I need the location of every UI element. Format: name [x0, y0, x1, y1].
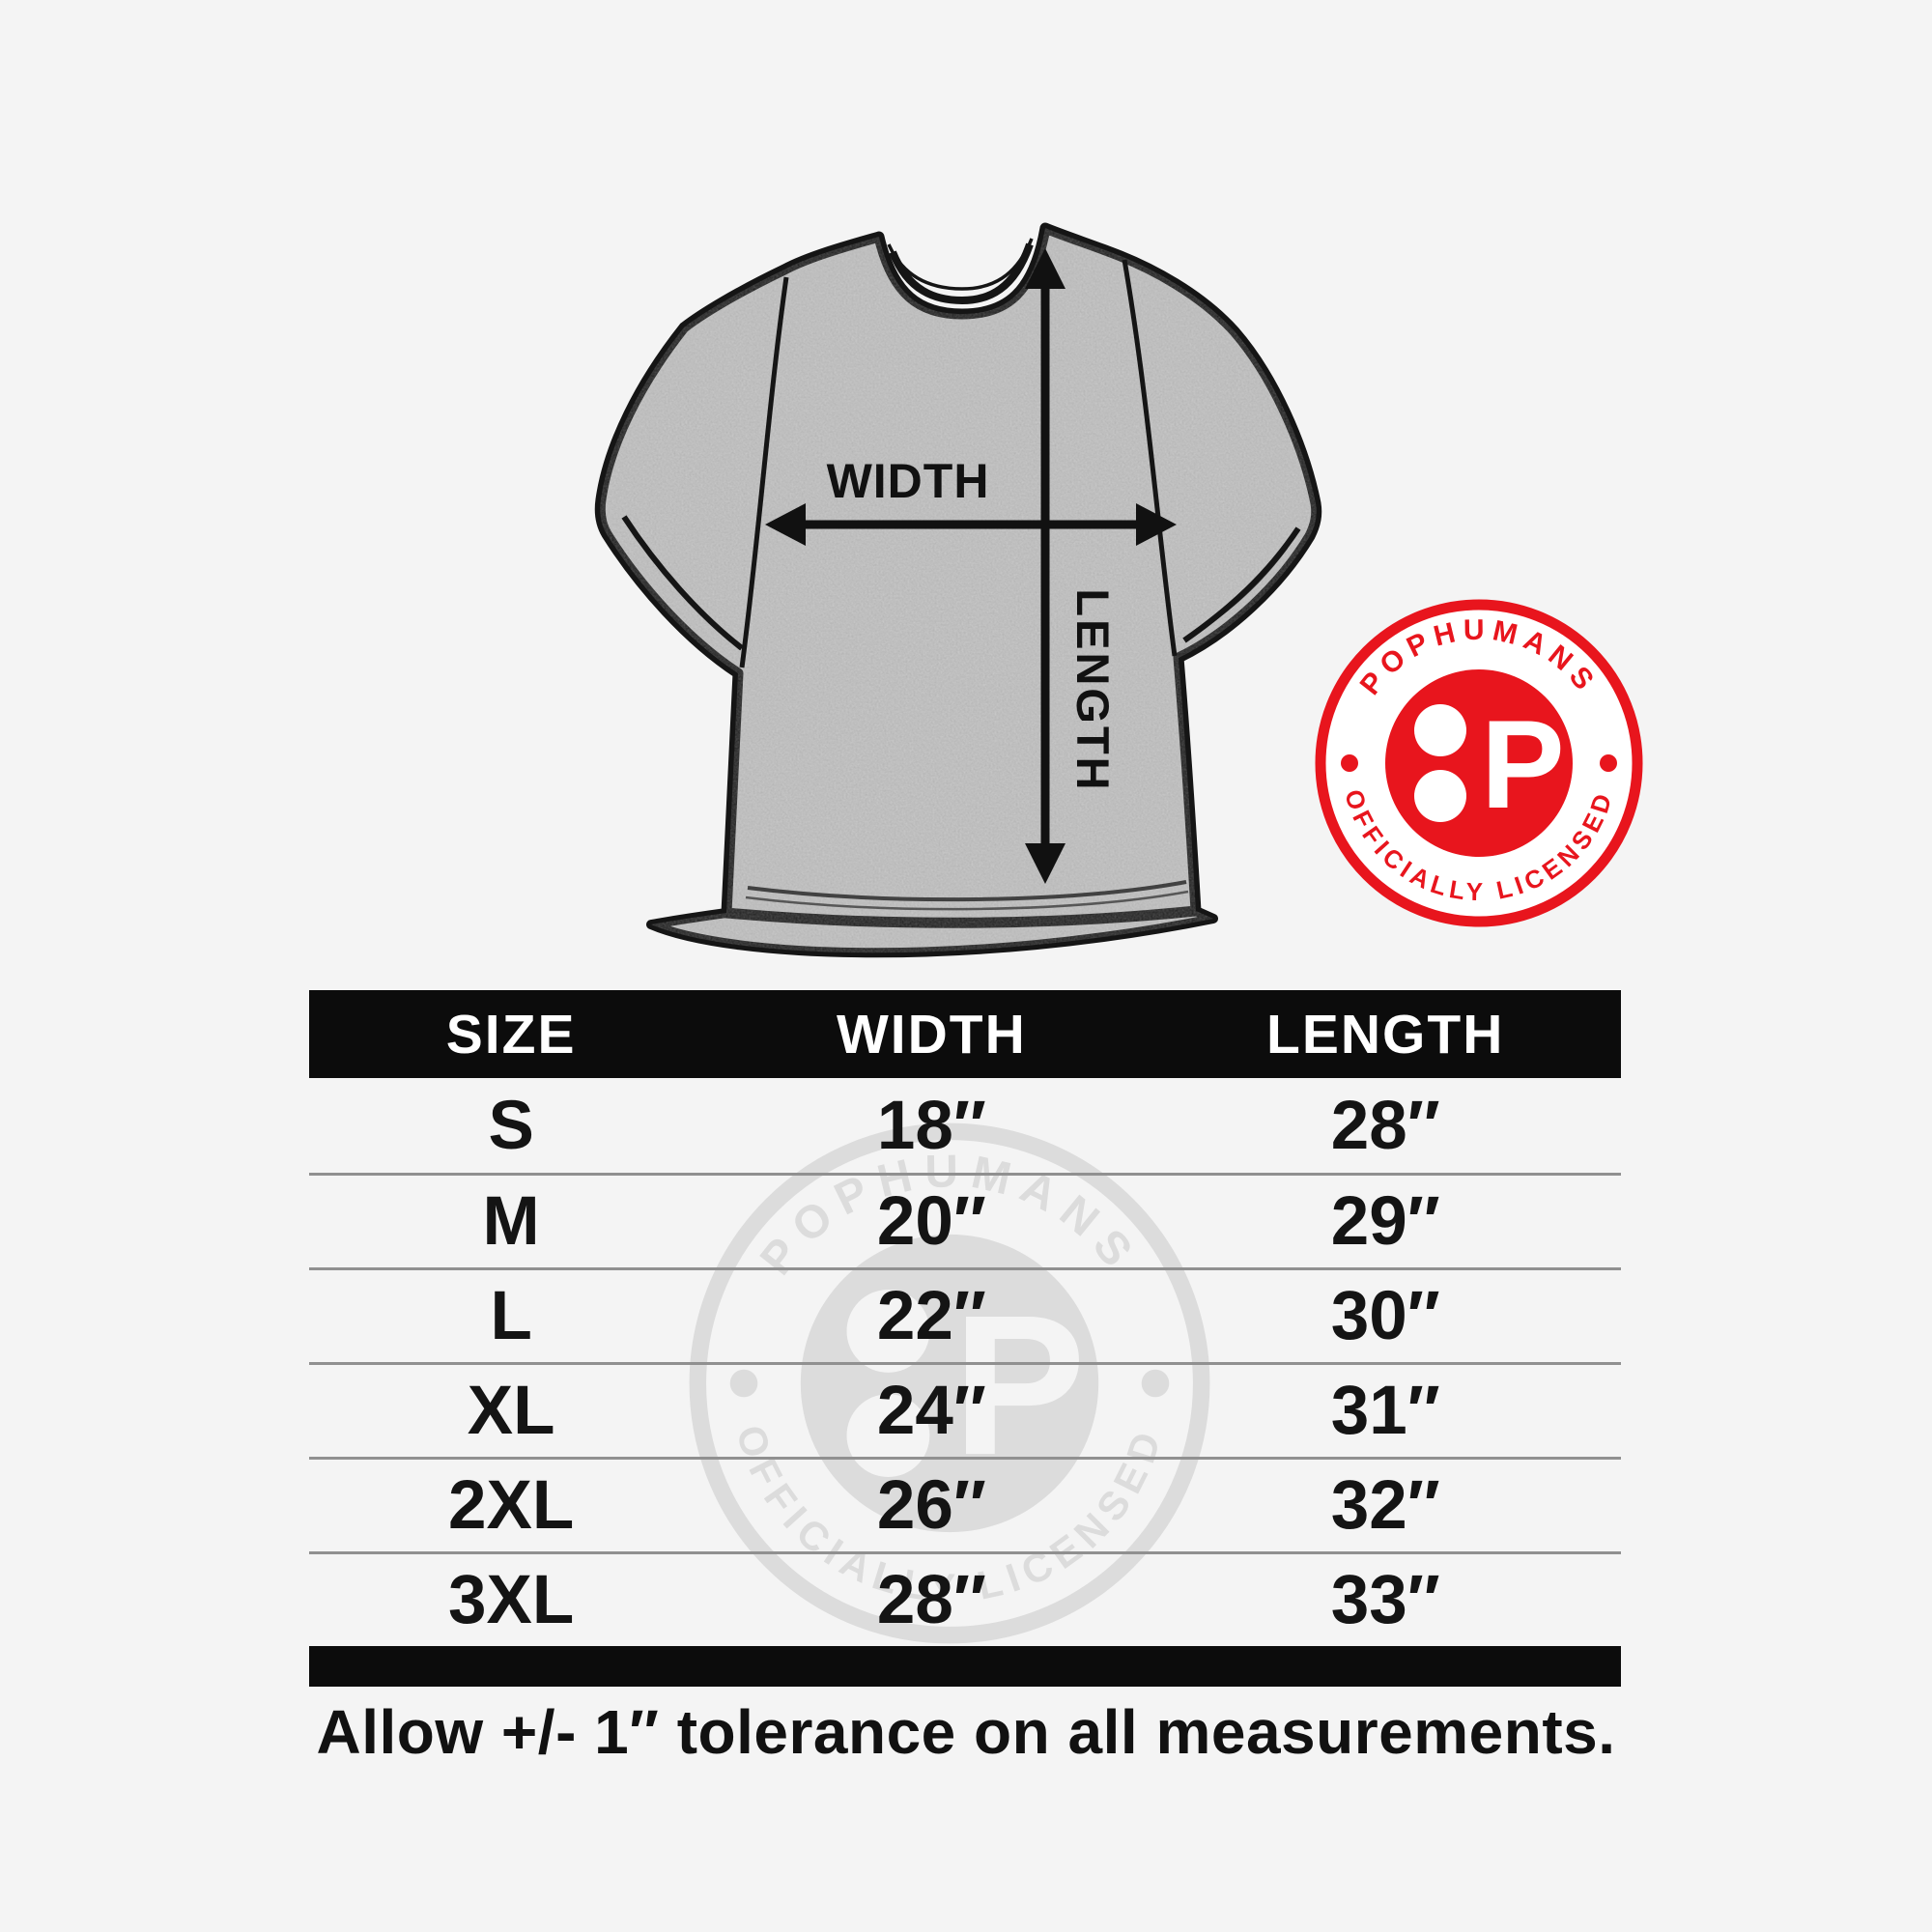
size-cell: M	[482, 1183, 540, 1260]
header-size: SIZE	[445, 1003, 577, 1065]
left-sleeve-seam	[739, 276, 789, 668]
right-cuff-stitch	[1191, 547, 1289, 637]
table-row-m: M 20″ 29″	[309, 1173, 1621, 1267]
watermark-left-dot-icon	[729, 1369, 758, 1398]
tshirt-diagram: WIDTH LENGTH	[568, 196, 1362, 959]
header-length: LENGTH	[1266, 1003, 1505, 1065]
badge-right-dot-icon	[1600, 754, 1617, 772]
size-cell: XL	[467, 1373, 555, 1449]
width-label: WIDTH	[827, 454, 990, 508]
width-cell: 26″	[876, 1467, 986, 1544]
size-table-header: SIZE WIDTH LENGTH	[309, 990, 1621, 1078]
length-cell: 33″	[1330, 1562, 1440, 1638]
width-cell: 20″	[876, 1183, 986, 1260]
badge-left-dot-icon	[1341, 754, 1358, 772]
size-cell: 2XL	[448, 1467, 575, 1544]
table-row-3xl: 3XL 28″ 33″	[309, 1551, 1621, 1646]
hem-stitch-line-2	[745, 890, 1189, 911]
right-sleeve-seam	[1122, 259, 1178, 657]
watermark-right-dot-icon	[1141, 1369, 1170, 1398]
size-table: SIZE WIDTH LENGTH S 18″ 28″ M 20″ 29″ L …	[309, 990, 1621, 1687]
width-cell: 18″	[876, 1087, 986, 1164]
width-cell: 24″	[876, 1373, 986, 1449]
length-measure-arrow	[1025, 248, 1065, 884]
header-width: WIDTH	[836, 1003, 1027, 1065]
length-cell: 28″	[1330, 1087, 1440, 1164]
collar-band-line	[889, 242, 1034, 305]
length-cell: 29″	[1330, 1183, 1440, 1260]
watermark-outer-ring	[689, 1122, 1210, 1644]
table-row-l: L 22″ 30″	[309, 1267, 1621, 1362]
length-cell: 32″	[1330, 1467, 1440, 1544]
width-cell: 28″	[876, 1562, 986, 1638]
pophumans-badge: P POPHUMANS OFFICIALLY LICENSED	[1315, 599, 1643, 927]
logo-colon-dot-bottom-icon	[1414, 770, 1466, 822]
tshirt-illustration	[568, 196, 1362, 959]
hem-stitch-line-1	[747, 880, 1187, 902]
width-measure-arrow	[765, 503, 1177, 546]
table-row-s: S 18″ 28″	[309, 1078, 1621, 1173]
watermark-colon-dot-bottom-icon	[846, 1394, 930, 1477]
size-cell: S	[488, 1087, 534, 1164]
size-cell: 3XL	[448, 1562, 575, 1638]
collar-stitch-line	[887, 238, 1034, 291]
length-cell: 31″	[1330, 1373, 1440, 1449]
length-cell: 30″	[1330, 1278, 1440, 1354]
table-row-xl: XL 24″ 31″	[309, 1362, 1621, 1457]
table-bottom-bar	[309, 1646, 1621, 1687]
size-cell: L	[490, 1278, 532, 1354]
tolerance-note: Allow +/- 1″ tolerance on all measuremen…	[316, 1697, 1616, 1767]
length-label: LENGTH	[1067, 588, 1119, 792]
width-cell: 22″	[876, 1278, 986, 1354]
left-cuff-stitch	[636, 537, 737, 643]
table-row-2xl: 2XL 26″ 32″	[309, 1457, 1621, 1551]
watermark-colon-dot-top-icon	[846, 1290, 930, 1373]
logo-p-letter: P	[1481, 694, 1565, 835]
logo-colon-dot-top-icon	[1414, 704, 1466, 756]
